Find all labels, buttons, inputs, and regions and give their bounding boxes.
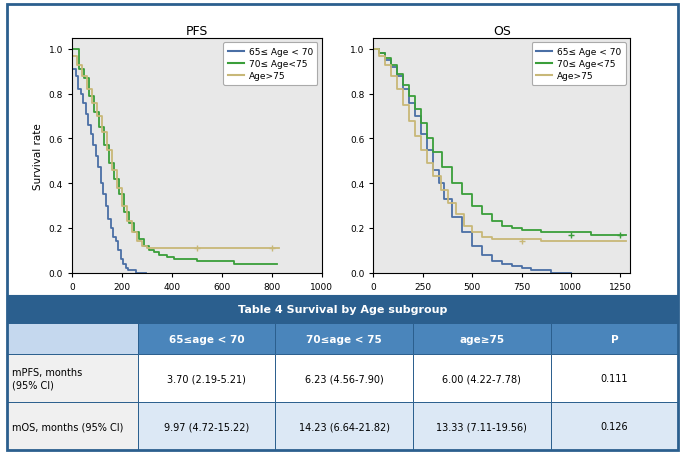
Bar (551, 324, 678, 354)
X-axis label: Time(Day): Time(Day) (475, 297, 529, 307)
Y-axis label: Survival rate: Survival rate (33, 122, 43, 189)
Text: 65≤age < 70: 65≤age < 70 (169, 334, 245, 344)
Title: OS: OS (493, 25, 511, 37)
Text: 14.23 (6.64-21.82): 14.23 (6.64-21.82) (299, 421, 390, 431)
Bar (7, 354, 138, 403)
Text: 3.70 (2.19-5.21): 3.70 (2.19-5.21) (167, 374, 246, 384)
Bar (138, 403, 275, 450)
Bar (275, 324, 413, 354)
Text: 70≤age < 75: 70≤age < 75 (306, 334, 382, 344)
Text: mOS, months (95% CI): mOS, months (95% CI) (12, 421, 123, 431)
Bar (138, 354, 275, 403)
Text: 6.23 (4.56-7.90): 6.23 (4.56-7.90) (305, 374, 384, 384)
Text: mPFS, months
(95% CI): mPFS, months (95% CI) (12, 367, 82, 389)
X-axis label: Time(Day): Time(Day) (170, 297, 224, 307)
Text: 9.97 (4.72-15.22): 9.97 (4.72-15.22) (164, 421, 249, 431)
Text: Figure 1: Figure 1 (312, 10, 373, 24)
Bar (138, 324, 275, 354)
Bar (413, 324, 551, 354)
Bar (413, 403, 551, 450)
Bar (551, 403, 678, 450)
Text: P: P (610, 334, 618, 344)
Text: 0.126: 0.126 (601, 421, 628, 431)
Text: 13.33 (7.11-19.56): 13.33 (7.11-19.56) (436, 421, 527, 431)
Text: age≥75: age≥75 (459, 334, 504, 344)
Bar (7, 296, 678, 324)
Legend: 65≤ Age < 70, 70≤ Age<75, Age>75: 65≤ Age < 70, 70≤ Age<75, Age>75 (223, 43, 317, 86)
Bar (413, 354, 551, 403)
Title: PFS: PFS (186, 25, 208, 37)
Bar (275, 403, 413, 450)
Legend: 65≤ Age < 70, 70≤ Age<75, Age>75: 65≤ Age < 70, 70≤ Age<75, Age>75 (532, 43, 625, 86)
Bar (7, 403, 138, 450)
Text: 6.00 (4.22-7.78): 6.00 (4.22-7.78) (443, 374, 521, 384)
Bar (7, 324, 138, 354)
Text: Table 4 Survival by Age subgroup: Table 4 Survival by Age subgroup (238, 305, 447, 315)
Bar (275, 354, 413, 403)
Bar (551, 354, 678, 403)
Text: 0.111: 0.111 (601, 374, 628, 384)
